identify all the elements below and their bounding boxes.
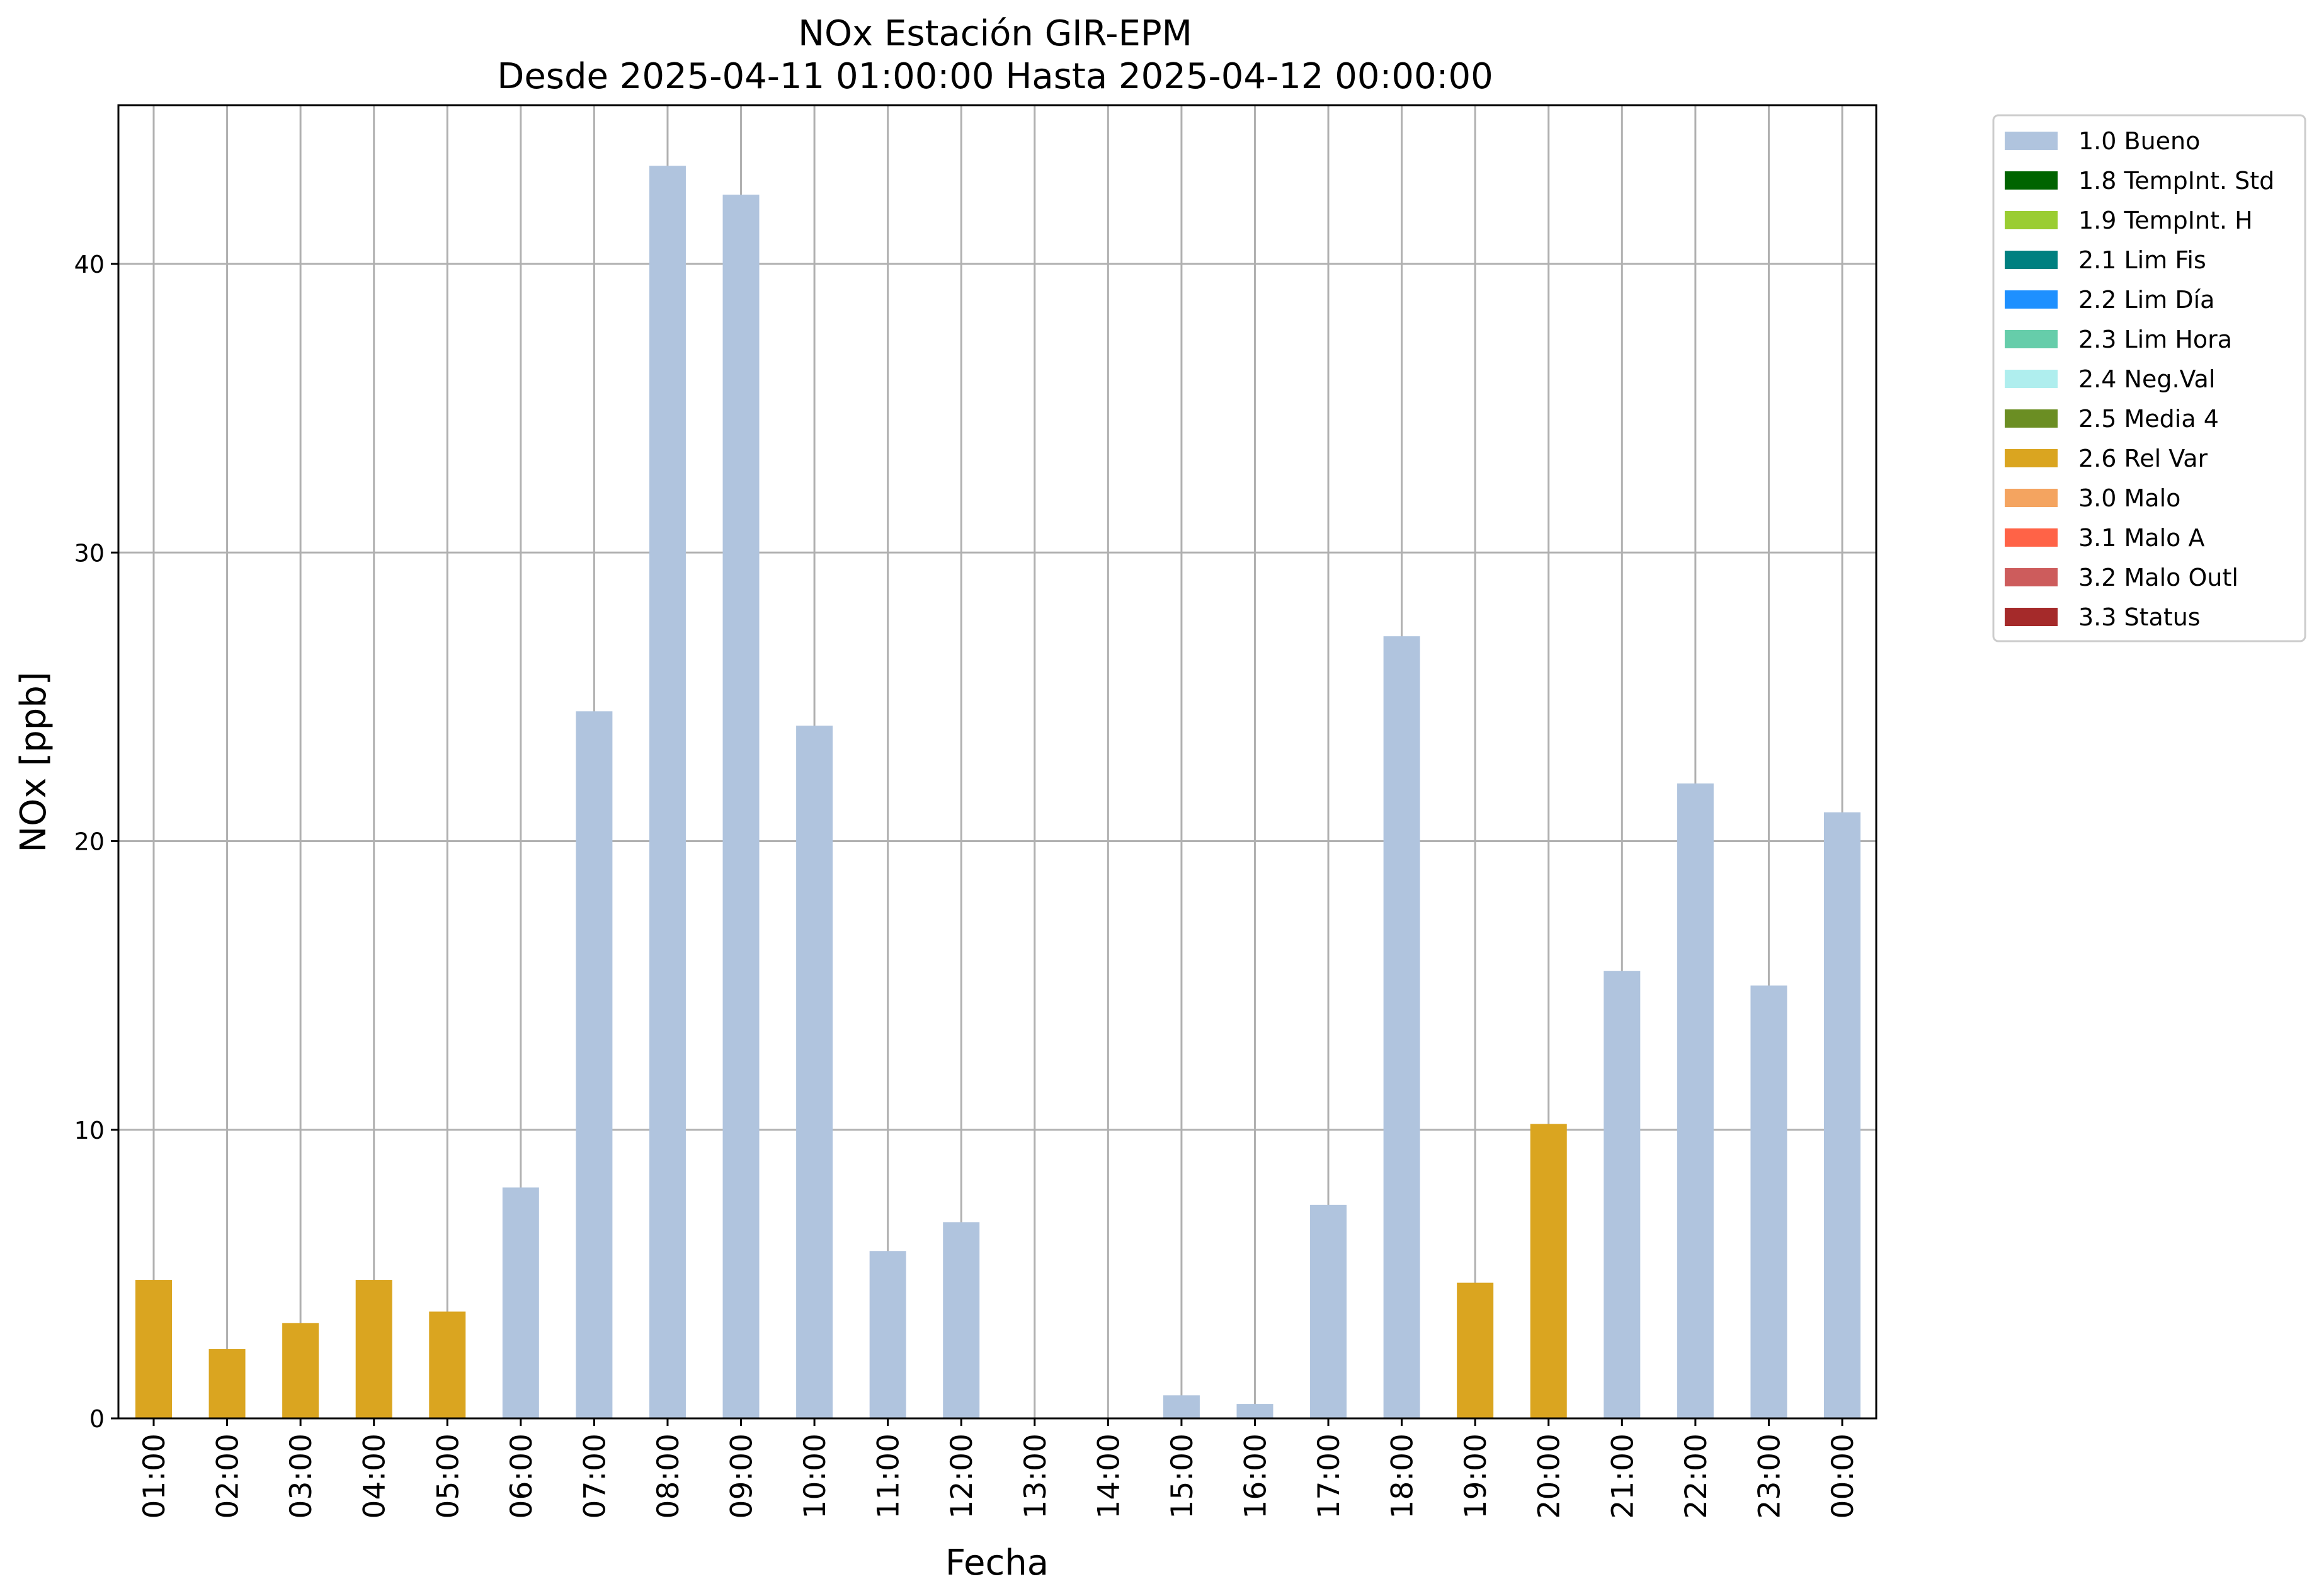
bar-06:00 [502, 1187, 539, 1418]
legend-swatch [2005, 370, 2058, 388]
legend-swatch [2005, 528, 2058, 547]
legend-swatch [2005, 409, 2058, 428]
bar-03:00 [282, 1323, 319, 1418]
legend-swatch [2005, 132, 2058, 150]
legend: 1.0 Bueno 1.8 TempInt. Std 1.9 TempInt. H 2… [1992, 114, 2306, 642]
legend-label: 2.3 Lim Hora [2078, 326, 2232, 353]
legend-swatch [2005, 171, 2058, 190]
y-tick-label: 40 [74, 251, 105, 278]
x-tick-label: 04:00 [358, 1434, 392, 1519]
legend-label: 3.0 Malo [2078, 484, 2180, 512]
x-tick-label: 17:00 [1312, 1434, 1347, 1519]
bar-08:00 [649, 166, 686, 1419]
y-tick-label: 30 [74, 539, 105, 567]
bar-17:00 [1310, 1204, 1347, 1418]
legend-label: 1.0 Bueno [2078, 127, 2200, 155]
y-tick-label: 10 [74, 1117, 105, 1144]
y-ticks: 0 10 20 30 40 [74, 251, 118, 1433]
x-tick-label: 18:00 [1386, 1434, 1420, 1519]
legend-label: 2.4 Neg.Val [2078, 365, 2215, 393]
legend-swatch [2005, 449, 2058, 467]
x-tick-label: 13:00 [1018, 1434, 1053, 1519]
bar-07:00 [576, 711, 613, 1418]
bar-11:00 [869, 1251, 906, 1418]
x-tick-label: 23:00 [1752, 1434, 1787, 1519]
x-ticks: 01:00 02:00 03:00 04:00 05:00 06:00 07:00 08:00… [137, 1418, 1860, 1519]
bar-21:00 [1604, 971, 1641, 1418]
legend-label: 3.2 Malo Outl [2078, 564, 2238, 591]
bar-16:00 [1236, 1404, 1273, 1418]
bar-00:00 [1824, 812, 1860, 1418]
legend-label: 1.9 TempInt. H [2078, 207, 2253, 234]
bar-10:00 [796, 726, 833, 1418]
legend-swatch [2005, 330, 2058, 348]
x-tick-label: 11:00 [872, 1434, 906, 1519]
legend-swatch [2005, 211, 2058, 229]
x-tick-label: 10:00 [798, 1434, 833, 1519]
x-tick-label: 07:00 [578, 1434, 612, 1519]
y-tick-label: 20 [74, 828, 105, 856]
y-axis-label: NOx [ppb] [13, 671, 54, 852]
legend-swatch [2005, 608, 2058, 626]
x-tick-label: 19:00 [1459, 1434, 1493, 1519]
x-tick-label: 05:00 [431, 1434, 465, 1519]
chart-subtitle: Desde 2025-04-11 01:00:00 Hasta 2025-04-… [497, 56, 1493, 97]
chart-title: NOx Estación GIR-EPM [798, 13, 1192, 54]
x-tick-label: 09:00 [725, 1434, 760, 1519]
x-tick-label: 20:00 [1532, 1434, 1567, 1519]
bar-22:00 [1677, 783, 1714, 1418]
bar-09:00 [722, 195, 760, 1418]
legend-label: 3.3 Status [2078, 603, 2201, 631]
bar-19:00 [1457, 1282, 1494, 1418]
x-axis-label: Fecha [945, 1542, 1049, 1583]
y-tick-label: 0 [89, 1405, 105, 1433]
bar-04:00 [355, 1280, 392, 1418]
x-tick-label: 01:00 [137, 1434, 172, 1519]
x-tick-label: 06:00 [504, 1434, 539, 1519]
x-tick-label: 21:00 [1605, 1434, 1640, 1519]
legend-swatch [2005, 251, 2058, 269]
bar-02:00 [208, 1349, 246, 1418]
plot-frame [117, 104, 1877, 1420]
bar-20:00 [1530, 1124, 1567, 1418]
x-tick-label: 14:00 [1091, 1434, 1126, 1519]
bar-23:00 [1750, 985, 1787, 1418]
bar-01:00 [135, 1280, 172, 1418]
bars [135, 166, 1860, 1419]
legend-label: 1.8 TempInt. Std [2078, 167, 2274, 195]
bar-12:00 [943, 1222, 980, 1418]
legend-swatch [2005, 489, 2058, 507]
x-tick-label: 08:00 [651, 1434, 686, 1519]
x-tick-label: 12:00 [945, 1434, 979, 1519]
x-tick-label: 15:00 [1165, 1434, 1200, 1519]
x-tick-label: 22:00 [1679, 1434, 1714, 1519]
legend-label: 2.2 Lim Día [2078, 286, 2214, 314]
x-tick-label: 03:00 [284, 1434, 319, 1519]
legend-box [1992, 114, 2306, 642]
x-tick-label: 00:00 [1826, 1434, 1860, 1519]
legend-label: 3.1 Malo A [2078, 524, 2204, 552]
legend-swatch [2005, 290, 2058, 309]
legend-swatch [2005, 568, 2058, 586]
legend-label: 2.1 Lim Fis [2078, 246, 2206, 274]
legend-label: 2.5 Media 4 [2078, 405, 2219, 433]
bar-18:00 [1383, 636, 1420, 1419]
x-tick-label: 02:00 [211, 1434, 246, 1519]
x-tick-label: 16:00 [1238, 1434, 1273, 1519]
legend-label: 2.6 Rel Var [2078, 445, 2208, 472]
bar-15:00 [1163, 1395, 1200, 1418]
bar-05:00 [429, 1311, 466, 1418]
